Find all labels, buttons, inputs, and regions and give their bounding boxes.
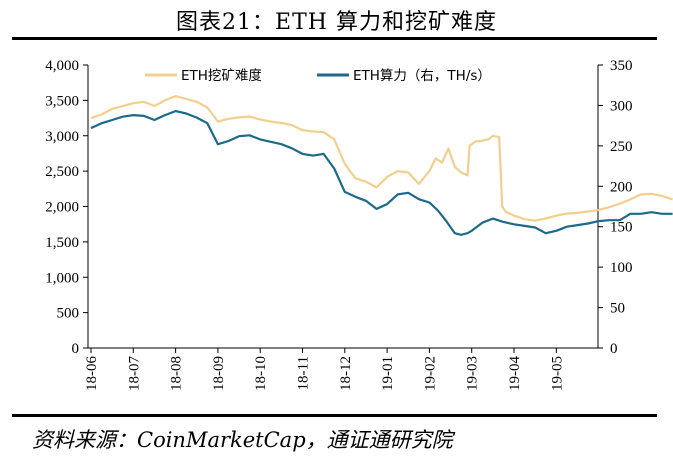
y-tick-left-label: 1,500 xyxy=(45,235,79,251)
legend: ETH挖矿难度 ETH算力（右，TH/s） xyxy=(145,68,491,84)
y-tick-left-label: 2,500 xyxy=(45,164,79,180)
y-tick-left-label: 500 xyxy=(57,306,80,322)
x-tick: 18-07 xyxy=(126,348,142,391)
y-tick-left: 3,000 xyxy=(45,129,88,145)
y-tick-left: 3,500 xyxy=(45,93,88,109)
y-tick-right: 250 xyxy=(598,139,633,155)
y-tick-right-label: 250 xyxy=(610,139,633,155)
bottom-rule xyxy=(12,414,657,417)
y-tick-left-label: 4,000 xyxy=(45,58,79,74)
y-tick-right: 0 xyxy=(598,341,618,357)
hashrate-line xyxy=(90,110,673,236)
y-tick-left-label: 1,000 xyxy=(45,270,79,286)
y-tick-left: 2,500 xyxy=(45,164,88,180)
source-note: 资料来源：CoinMarketCap，通证通研究院 xyxy=(32,428,453,452)
y-tick-right: 150 xyxy=(598,220,633,236)
y-tick-left: 0 xyxy=(72,341,88,357)
series-layer xyxy=(90,95,673,236)
axes: 0 500 1,000 1,500 2,000 2,500 3,000 3,500 4,000 0… xyxy=(45,58,632,391)
x-tick-label: 19-01 xyxy=(380,356,396,391)
x-tick-label: 19-02 xyxy=(422,356,438,391)
x-tick: 18-06 xyxy=(84,348,100,391)
x-tick: 18-12 xyxy=(338,348,354,391)
x-tick: 19-01 xyxy=(380,348,396,391)
top-rule xyxy=(12,37,657,40)
legend-label-difficulty: ETH挖矿难度 xyxy=(181,68,262,84)
x-tick-label: 18-10 xyxy=(253,356,269,391)
y-tick-left-label: 2,000 xyxy=(45,200,79,216)
y-tick-right-label: 50 xyxy=(610,301,625,317)
y-tick-left-label: 3,000 xyxy=(45,129,79,145)
x-tick: 18-09 xyxy=(211,348,227,391)
y-tick-right-label: 300 xyxy=(610,98,633,114)
y-tick-right: 300 xyxy=(598,98,633,114)
x-tick: 19-02 xyxy=(422,348,438,391)
difficulty-line xyxy=(90,95,673,222)
y-tick-left: 2,000 xyxy=(45,200,88,216)
x-tick-label: 18-08 xyxy=(169,356,185,391)
y-tick-right: 350 xyxy=(598,58,633,74)
y-tick-left-label: 0 xyxy=(72,341,80,357)
y-tick-left-label: 3,500 xyxy=(45,93,79,109)
x-tick-label: 18-12 xyxy=(338,356,354,391)
y-tick-left: 1,500 xyxy=(45,235,88,251)
x-tick-label: 18-07 xyxy=(126,356,142,391)
x-tick-label: 19-04 xyxy=(507,356,523,391)
y-tick-right-label: 150 xyxy=(610,220,633,236)
x-tick-label: 19-05 xyxy=(549,356,565,391)
y-tick-left: 1,000 xyxy=(45,270,88,286)
y-tick-right-label: 0 xyxy=(610,341,618,357)
x-tick-label: 18-09 xyxy=(211,356,227,391)
x-tick-label: 18-06 xyxy=(84,356,100,391)
legend-label-hashrate: ETH算力（右，TH/s） xyxy=(353,68,491,84)
x-tick: 19-03 xyxy=(465,348,481,391)
figure-title: 图表21：ETH 算力和挖矿难度 xyxy=(176,10,497,35)
x-tick: 18-10 xyxy=(253,348,269,391)
y-tick-left: 500 xyxy=(57,306,88,322)
y-tick-left: 4,000 xyxy=(45,58,88,74)
y-tick-right: 100 xyxy=(598,260,633,276)
x-tick: 19-05 xyxy=(549,348,565,391)
x-tick: 18-08 xyxy=(169,348,185,391)
x-tick-label: 19-03 xyxy=(465,356,481,391)
y-tick-right-label: 100 xyxy=(610,260,633,276)
x-tick-label: 18-11 xyxy=(296,356,312,390)
y-tick-right-label: 350 xyxy=(610,58,633,74)
x-tick: 18-11 xyxy=(296,348,312,390)
y-tick-right: 50 xyxy=(598,301,625,317)
y-tick-right: 200 xyxy=(598,179,633,195)
x-tick: 19-04 xyxy=(507,348,523,391)
y-tick-right-label: 200 xyxy=(610,179,633,195)
